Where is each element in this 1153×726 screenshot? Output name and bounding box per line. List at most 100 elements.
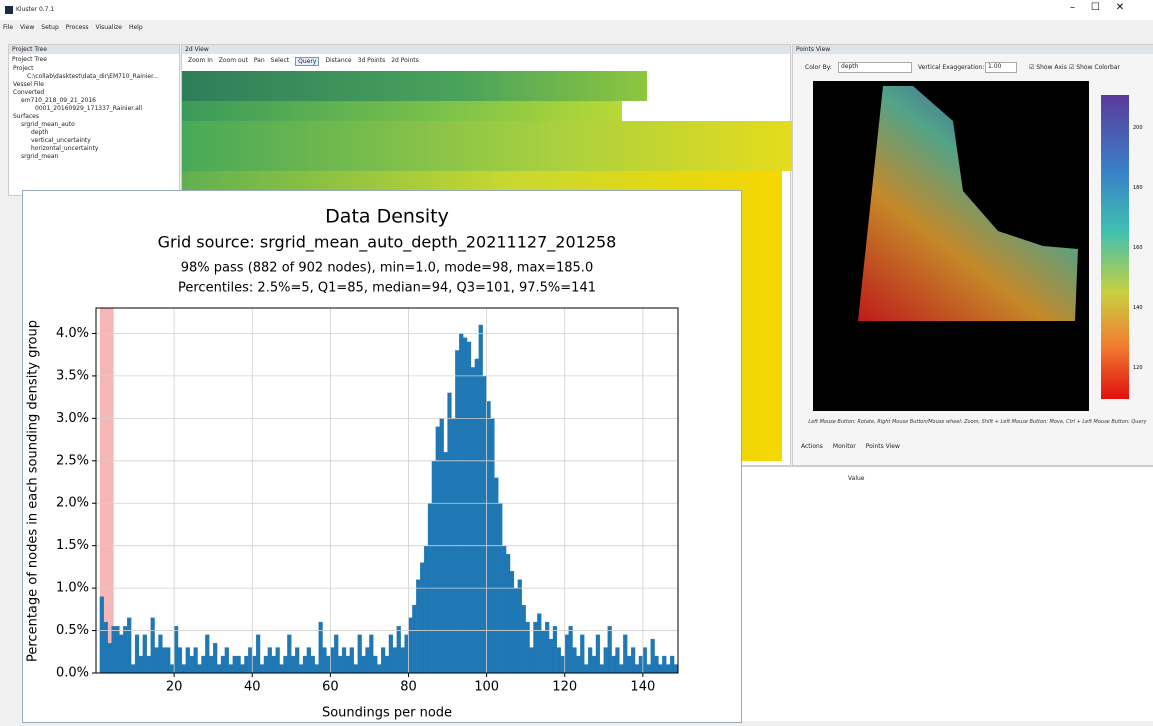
title-bar: Kluster 0.7.1 – ☐ ✕ bbox=[0, 0, 1153, 20]
histogram-bar bbox=[139, 656, 143, 673]
histogram-bar bbox=[541, 631, 545, 673]
colorbar-tick-label: 140 bbox=[1133, 305, 1143, 311]
annotation: 98% pass (882 of 902 nodes), min=1.0, mo… bbox=[181, 261, 593, 276]
histogram-bar bbox=[362, 656, 366, 673]
point-cloud-shape bbox=[858, 86, 1078, 321]
tab[interactable]: Points View bbox=[866, 443, 900, 450]
toolbar-button[interactable]: Query bbox=[295, 57, 319, 66]
histogram-bar bbox=[553, 626, 557, 673]
colorbar-tick-label: 180 bbox=[1133, 185, 1143, 191]
tree-item[interactable]: depth bbox=[13, 129, 179, 137]
histogram-bar bbox=[444, 452, 448, 673]
tree-item[interactable]: Vessel File bbox=[13, 81, 179, 89]
toolbar-button[interactable]: Pan bbox=[254, 57, 265, 66]
histogram-bar bbox=[303, 656, 307, 673]
histogram-bar bbox=[666, 665, 670, 673]
histogram-bar bbox=[510, 571, 514, 673]
histogram-bar bbox=[658, 665, 662, 673]
histogram-bar bbox=[561, 656, 565, 673]
tree-item[interactable]: vertical_uncertainty bbox=[13, 137, 179, 145]
histogram-bar bbox=[241, 665, 245, 673]
tree-item[interactable]: em710_218_09_21_2016 bbox=[13, 97, 179, 105]
histogram-bar bbox=[213, 643, 217, 673]
histogram-bar bbox=[381, 648, 385, 673]
color-by-select[interactable]: depth bbox=[838, 62, 912, 73]
y-axis-label: Percentage of nodes in each sounding den… bbox=[26, 320, 41, 662]
toolbar-button[interactable]: Distance bbox=[325, 57, 351, 66]
menu-item[interactable]: Help bbox=[129, 24, 143, 31]
tab[interactable]: Actions bbox=[801, 443, 823, 450]
raster bbox=[182, 121, 802, 171]
tree-item[interactable]: Converted bbox=[13, 89, 179, 97]
histogram-bar bbox=[108, 643, 112, 673]
histogram-bar bbox=[655, 656, 659, 673]
histogram-bar bbox=[366, 648, 370, 673]
x-axis-label: Soundings per node bbox=[322, 706, 452, 721]
chart-subtitle: Grid source: srgrid_mean_auto_depth_2021… bbox=[158, 233, 617, 253]
tree-item[interactable]: Project bbox=[13, 65, 179, 73]
window-controls[interactable]: – ☐ ✕ bbox=[1070, 2, 1124, 13]
tree-item[interactable]: C:\collab\dasktest\data_dir\EM710_Rainie… bbox=[13, 73, 179, 81]
table-panel: Value bbox=[740, 466, 1153, 589]
menu-item[interactable]: Setup bbox=[41, 24, 58, 31]
panel-header: Project Tree bbox=[9, 45, 179, 54]
histogram-bar bbox=[487, 401, 491, 673]
show-colorbar-checkbox[interactable]: ☑ Show Colorbar bbox=[1069, 64, 1120, 71]
point-cloud-view[interactable] bbox=[813, 81, 1089, 411]
points-view-panel: Points View Color By: depth Vertical Exa… bbox=[792, 44, 1153, 466]
toolbar-button[interactable]: 3d Points bbox=[358, 57, 386, 66]
tree-item[interactable]: srgrid_mean_auto bbox=[13, 121, 179, 129]
histogram-bar bbox=[198, 665, 202, 673]
y-tick-label: 0.0% bbox=[56, 666, 89, 681]
histogram-bar bbox=[432, 461, 436, 673]
histogram-bar bbox=[233, 656, 237, 673]
colorbar bbox=[1101, 95, 1129, 399]
y-tick-label: 4.0% bbox=[56, 326, 89, 341]
histogram-bar bbox=[494, 478, 498, 673]
toolbar: Zoom In Zoom out Pan Select Query Distance 3d … bbox=[182, 54, 790, 69]
menu-item[interactable]: Process bbox=[66, 24, 89, 31]
menu-item[interactable]: File bbox=[3, 24, 13, 31]
histogram-bar bbox=[174, 626, 178, 673]
histogram-bar bbox=[217, 665, 221, 673]
histogram-bar bbox=[397, 626, 401, 673]
tab[interactable]: Monitor bbox=[833, 443, 856, 450]
color-by-label: Color By: bbox=[805, 64, 832, 71]
y-tick-label: 2.0% bbox=[56, 496, 89, 511]
raster bbox=[182, 71, 647, 101]
toolbar-button[interactable]: Select bbox=[271, 57, 290, 66]
histogram-bar bbox=[576, 656, 580, 673]
tree-item[interactable]: 0001_20160929_171337_Rainier.all bbox=[13, 105, 179, 113]
toolbar-button[interactable]: Zoom In bbox=[188, 57, 213, 66]
histogram-bar bbox=[287, 635, 291, 673]
histogram-bar bbox=[674, 665, 678, 673]
histogram-bar bbox=[467, 342, 471, 673]
x-tick-label: 20 bbox=[166, 680, 183, 695]
histogram-bar bbox=[463, 338, 467, 673]
tree-item[interactable]: Surfaces bbox=[13, 113, 179, 121]
menu-item[interactable]: Visualize bbox=[96, 24, 122, 31]
vertical-exaggeration-input[interactable]: 1.00 bbox=[985, 62, 1017, 73]
show-axis-checkbox[interactable]: ☑ Show Axis bbox=[1029, 64, 1067, 71]
histogram-bar bbox=[643, 648, 647, 673]
histogram-bar bbox=[225, 648, 229, 673]
toolbar-button[interactable]: 2d Points bbox=[391, 57, 419, 66]
histogram-bar bbox=[319, 622, 323, 673]
desktop bbox=[740, 588, 1153, 721]
screen: {"window":{"title":"Kluster 0.7.1","menu… bbox=[0, 0, 1153, 721]
histogram-bar bbox=[569, 626, 573, 673]
histogram-bar bbox=[616, 648, 620, 673]
histogram-bar bbox=[608, 626, 612, 673]
tree-item[interactable]: horizontal_uncertainty bbox=[13, 145, 179, 153]
menu-item[interactable]: View bbox=[20, 24, 34, 31]
toolbar-button[interactable]: Zoom out bbox=[219, 57, 248, 66]
tree-item[interactable]: srgrid_mean bbox=[13, 153, 179, 161]
histogram-bar bbox=[104, 622, 108, 673]
histogram-bar bbox=[323, 648, 327, 673]
histogram-bar bbox=[311, 656, 315, 673]
histogram-bar bbox=[186, 648, 190, 673]
histogram-bar bbox=[455, 350, 459, 673]
histogram-bar bbox=[252, 656, 256, 673]
